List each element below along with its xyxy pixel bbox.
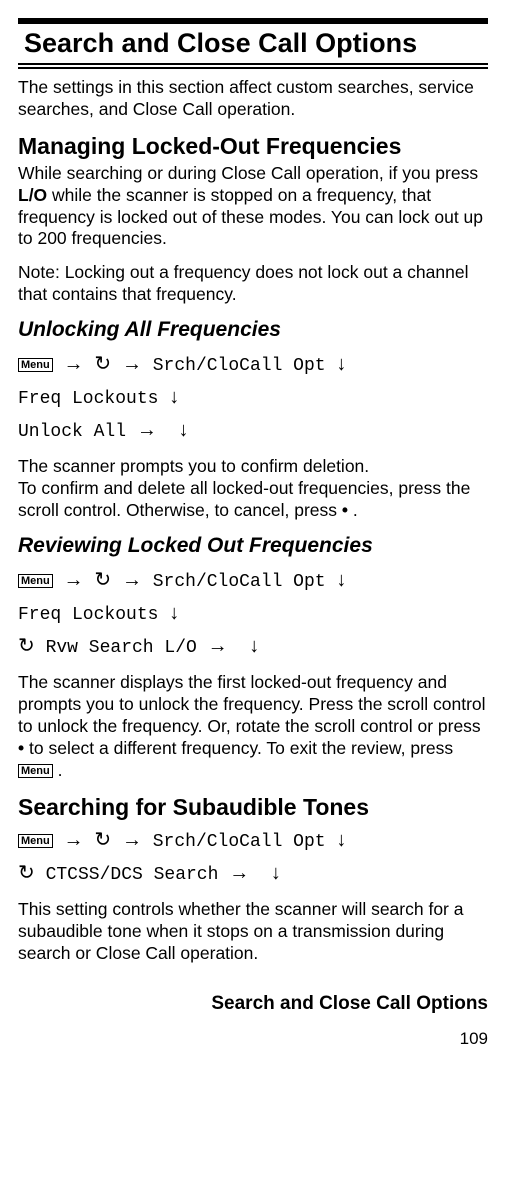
period: . <box>353 500 358 520</box>
review-text-a: The scanner displays the first locked-ou… <box>18 672 486 736</box>
menu-key-icon: Menu <box>18 834 53 848</box>
nav-unlock-all: Menu → ↻ → Srch/CloCall Opt ↓ Freq Locko… <box>18 348 488 446</box>
arrow-down-icon: ↓ <box>169 602 179 624</box>
nav-step: Rvw Search L/O <box>46 638 197 658</box>
managing-heading: Managing Locked-Out Frequencies <box>18 133 488 160</box>
nav-step: Freq Lockouts <box>18 389 158 409</box>
unlock-line1: The scanner prompts you to confirm delet… <box>18 456 369 476</box>
subaudible-heading: Searching for Subaudible Tones <box>18 794 488 821</box>
period: . <box>58 760 63 780</box>
arrow-right-icon: → <box>208 635 228 657</box>
intro-paragraph: The settings in this section affect cust… <box>18 77 488 121</box>
arrow-right-icon: → <box>122 569 142 591</box>
review-text-b: to select a different frequency. To exit… <box>29 738 453 758</box>
menu-key-icon: Menu <box>18 358 53 372</box>
arrow-right-icon: → <box>64 829 84 851</box>
arrow-right-icon: → <box>229 862 249 884</box>
scroll-icon: ↻ <box>94 829 111 851</box>
scroll-icon: ↻ <box>94 569 111 591</box>
dot-icon: • <box>18 738 29 758</box>
unlock-paragraph: The scanner prompts you to confirm delet… <box>18 456 488 522</box>
arrow-down-icon: ↓ <box>169 386 179 408</box>
managing-note: Note: Locking out a frequency does not l… <box>18 262 488 306</box>
chapter-title: Search and Close Call Options <box>24 28 482 59</box>
scroll-icon: ↻ <box>18 635 35 657</box>
managing-paragraph: While searching or during Close Call ope… <box>18 163 488 251</box>
arrow-down-icon: ↓ <box>336 569 346 591</box>
menu-key-icon: Menu <box>18 574 53 588</box>
nav-step: Freq Lockouts <box>18 605 158 625</box>
arrow-right-icon: → <box>64 569 84 591</box>
nav-step: CTCSS/DCS Search <box>46 865 219 885</box>
nav-review: Menu → ↻ → Srch/CloCall Opt ↓ Freq Locko… <box>18 564 488 662</box>
reviewing-heading: Reviewing Locked Out Frequencies <box>18 534 488 558</box>
unlock-line2: To confirm and delete all locked-out fre… <box>18 478 470 520</box>
chapter-title-box: Search and Close Call Options <box>18 18 488 69</box>
arrow-down-icon: ↓ <box>336 353 346 375</box>
note-text: Locking out a frequency does not lock ou… <box>18 262 468 304</box>
nav-step: Srch/CloCall Opt <box>153 832 326 852</box>
nav-step: Unlock All <box>18 422 126 442</box>
footer-title: Search and Close Call Options <box>18 993 488 1015</box>
dot-icon: • <box>342 500 353 520</box>
page-number: 109 <box>18 1029 488 1049</box>
nav-step: Srch/CloCall Opt <box>153 356 326 376</box>
arrow-down-icon: ↓ <box>271 862 281 884</box>
arrow-down-icon: ↓ <box>249 635 259 657</box>
arrow-right-icon: → <box>122 829 142 851</box>
arrow-down-icon: ↓ <box>178 419 188 441</box>
nav-step: Srch/CloCall Opt <box>153 572 326 592</box>
subaudible-paragraph: This setting controls whether the scanne… <box>18 899 488 965</box>
arrow-right-icon: → <box>137 419 157 441</box>
scroll-icon: ↻ <box>18 862 35 884</box>
review-paragraph: The scanner displays the first locked-ou… <box>18 672 488 781</box>
note-label: Note: <box>18 262 65 282</box>
menu-key-icon: Menu <box>18 764 53 778</box>
nav-subaudible: Menu → ↻ → Srch/CloCall Opt ↓ ↻ CTCSS/DC… <box>18 824 488 890</box>
arrow-right-icon: → <box>64 353 84 375</box>
arrow-right-icon: → <box>122 353 142 375</box>
unlocking-heading: Unlocking All Frequencies <box>18 318 488 342</box>
scroll-icon: ↻ <box>94 353 111 375</box>
arrow-down-icon: ↓ <box>336 829 346 851</box>
